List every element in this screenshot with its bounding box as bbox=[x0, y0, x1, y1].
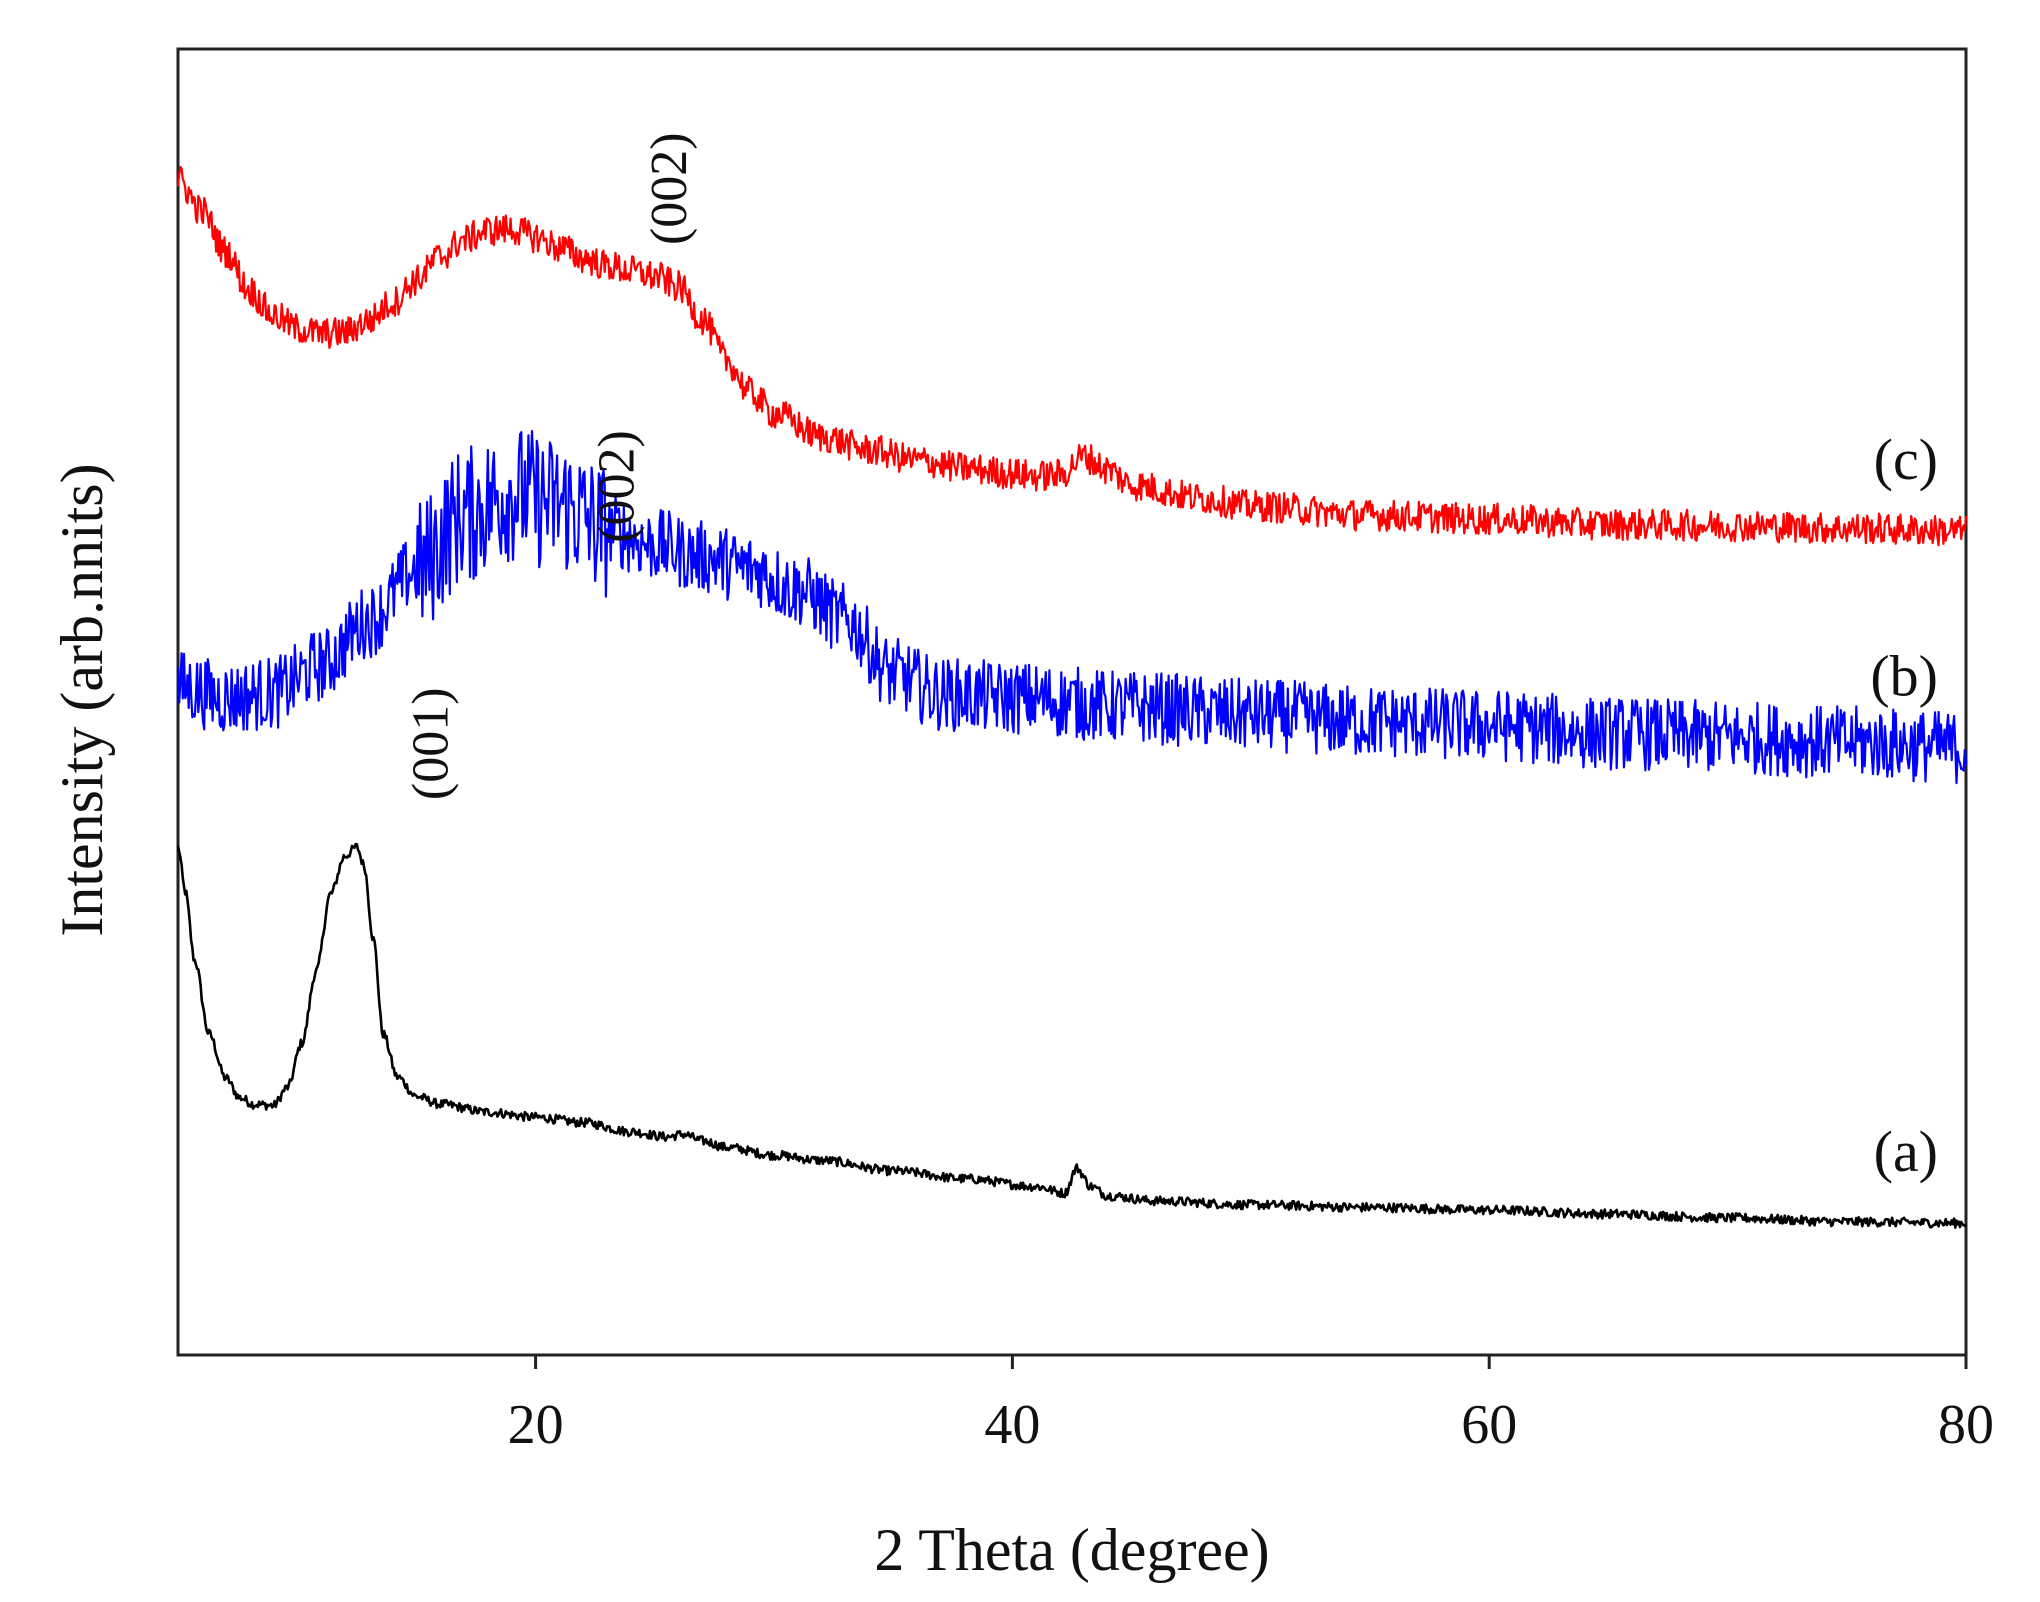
series-label-b: (b) bbox=[1870, 644, 1938, 709]
peak-annotation-3: (002) bbox=[641, 132, 698, 245]
series-labels: (a) (b) (c) bbox=[1870, 427, 1938, 1184]
x-tick-label-60: 60 bbox=[1461, 1394, 1517, 1456]
series-line-a bbox=[176, 842, 1967, 1229]
series-layer bbox=[176, 166, 1968, 1229]
x-tick-label-20: 20 bbox=[508, 1394, 564, 1456]
x-tick-label-80: 80 bbox=[1938, 1394, 1994, 1456]
series-label-a: (a) bbox=[1874, 1119, 1938, 1184]
peak-annotation-2: (002) bbox=[588, 430, 645, 543]
peak-annotations: (001) (002) (002) bbox=[402, 132, 697, 800]
series-label-c: (c) bbox=[1874, 427, 1938, 492]
series-line-b bbox=[176, 430, 1968, 785]
x-tick-label-40: 40 bbox=[984, 1394, 1040, 1456]
series-line-c bbox=[176, 166, 1968, 547]
x-axis: 20 40 60 80 bbox=[508, 1355, 1994, 1456]
peak-annotation-1: (001) bbox=[402, 687, 459, 800]
y-axis-title: Intensity (arb.nnits) bbox=[49, 463, 115, 936]
plot-frame bbox=[176, 47, 1968, 1357]
x-axis-title: 2 Theta (degree) bbox=[874, 1517, 1269, 1583]
